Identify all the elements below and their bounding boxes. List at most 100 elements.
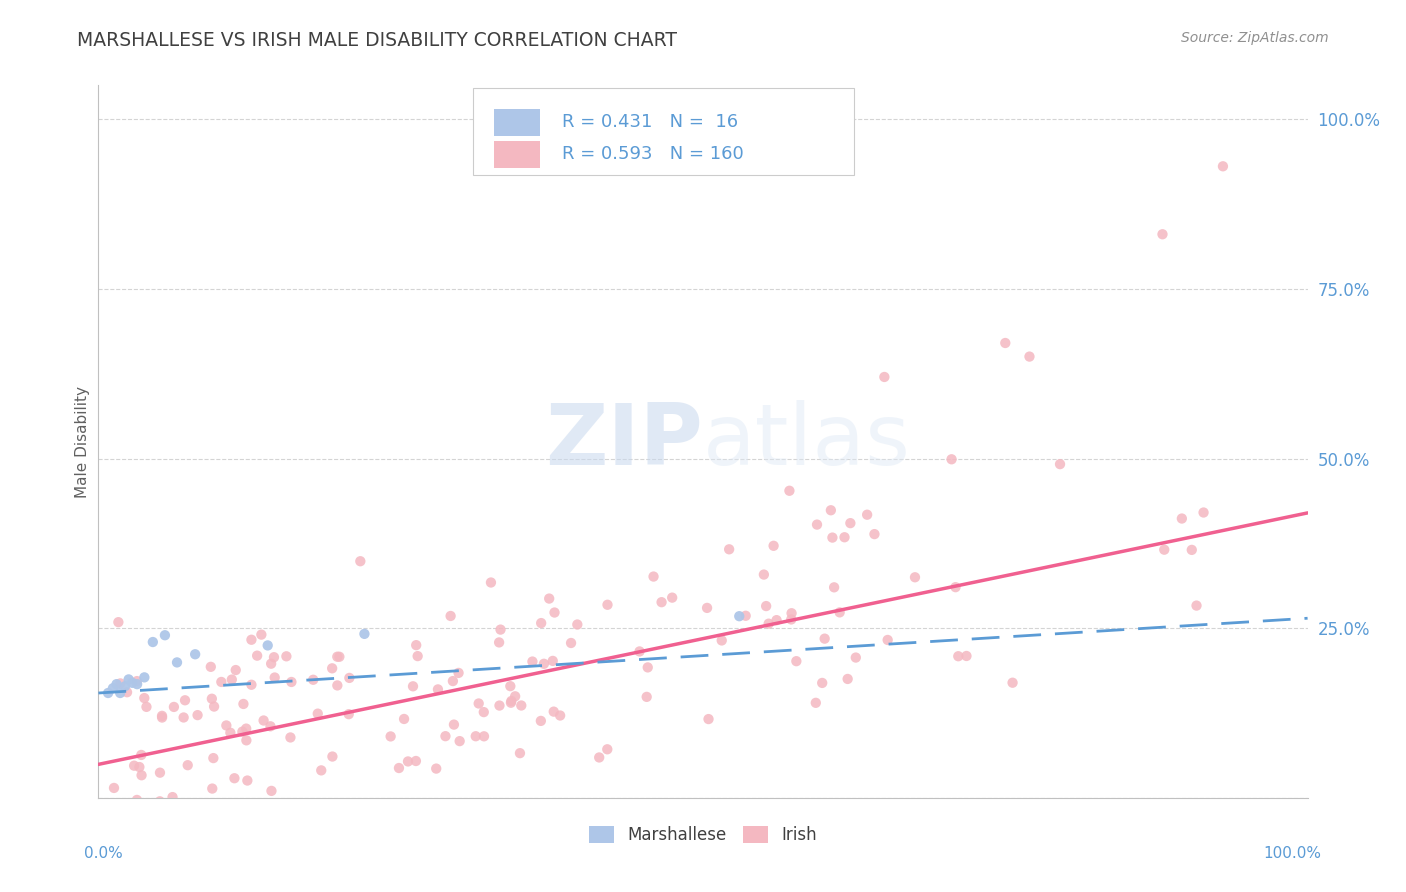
Point bbox=[162, 790, 184, 805]
Point bbox=[263, 671, 285, 685]
Point bbox=[588, 750, 610, 764]
Legend: Marshallese, Irish: Marshallese, Irish bbox=[582, 819, 824, 851]
Point bbox=[439, 609, 461, 624]
Text: R = 0.593   N = 160: R = 0.593 N = 160 bbox=[561, 145, 744, 163]
Point bbox=[280, 675, 302, 690]
Point bbox=[328, 649, 350, 664]
Point bbox=[696, 601, 718, 615]
Text: MARSHALLESE VS IRISH MALE DISABILITY CORRELATION CHART: MARSHALLESE VS IRISH MALE DISABILITY COR… bbox=[77, 31, 678, 50]
Point bbox=[472, 729, 495, 743]
Point bbox=[904, 570, 927, 584]
Point bbox=[441, 674, 464, 689]
Point bbox=[596, 598, 619, 612]
Point bbox=[530, 616, 553, 631]
Point bbox=[596, 742, 619, 756]
Point bbox=[150, 710, 173, 724]
Point bbox=[945, 580, 967, 594]
Point bbox=[184, 647, 207, 661]
Point bbox=[543, 705, 565, 719]
Point bbox=[479, 575, 502, 590]
Point bbox=[219, 725, 242, 739]
Point bbox=[941, 452, 963, 467]
Point bbox=[250, 627, 273, 641]
Point bbox=[259, 719, 281, 733]
Point bbox=[1212, 159, 1234, 173]
Point bbox=[209, 675, 232, 690]
Point bbox=[955, 648, 977, 663]
Point bbox=[522, 655, 544, 669]
Point bbox=[994, 336, 1017, 351]
Point bbox=[839, 516, 862, 530]
Point bbox=[153, 628, 176, 642]
Point bbox=[804, 696, 827, 710]
Point bbox=[118, 673, 141, 687]
Point bbox=[103, 780, 125, 795]
Point bbox=[876, 632, 898, 647]
Point bbox=[202, 699, 225, 714]
Point bbox=[823, 580, 845, 594]
Point bbox=[734, 608, 756, 623]
Point bbox=[628, 644, 651, 658]
Point bbox=[201, 781, 224, 796]
Point bbox=[309, 764, 332, 778]
Text: Source: ZipAtlas.com: Source: ZipAtlas.com bbox=[1181, 31, 1329, 45]
Point bbox=[353, 627, 375, 641]
Point bbox=[834, 530, 856, 544]
Point bbox=[321, 749, 343, 764]
Point bbox=[142, 635, 165, 649]
Point bbox=[405, 638, 427, 652]
Point bbox=[1185, 599, 1208, 613]
Point bbox=[837, 672, 859, 686]
Point bbox=[380, 730, 402, 744]
Point bbox=[447, 665, 470, 680]
Point bbox=[1181, 542, 1204, 557]
Point bbox=[246, 648, 269, 663]
Point bbox=[150, 709, 173, 723]
Point bbox=[221, 673, 243, 687]
Point bbox=[122, 758, 145, 772]
Point bbox=[252, 714, 274, 728]
Point bbox=[780, 606, 803, 620]
Point bbox=[443, 717, 465, 731]
Point bbox=[710, 633, 733, 648]
Point bbox=[232, 697, 254, 711]
Point bbox=[215, 718, 238, 732]
Point bbox=[510, 698, 533, 713]
Point bbox=[426, 682, 449, 697]
FancyBboxPatch shape bbox=[494, 141, 540, 168]
Point bbox=[472, 705, 495, 719]
Point bbox=[488, 698, 510, 713]
Point bbox=[821, 531, 844, 545]
Point bbox=[174, 693, 197, 707]
Point bbox=[225, 663, 247, 677]
Point bbox=[1049, 457, 1071, 471]
Point bbox=[135, 699, 157, 714]
Point bbox=[260, 784, 283, 798]
Point bbox=[231, 724, 253, 739]
Point bbox=[388, 761, 411, 775]
Point bbox=[177, 758, 200, 772]
Point bbox=[125, 674, 148, 689]
Point bbox=[108, 686, 131, 700]
Point bbox=[467, 697, 489, 711]
Point bbox=[643, 569, 665, 583]
Point bbox=[636, 690, 658, 704]
Point bbox=[200, 660, 222, 674]
Point bbox=[567, 617, 589, 632]
Point bbox=[464, 729, 486, 743]
Point bbox=[276, 649, 298, 664]
Point bbox=[863, 527, 886, 541]
Point bbox=[263, 650, 285, 665]
Point bbox=[201, 691, 224, 706]
Point bbox=[110, 676, 132, 690]
Point bbox=[489, 623, 512, 637]
Point bbox=[728, 609, 751, 624]
Point bbox=[405, 754, 427, 768]
Point bbox=[541, 654, 564, 668]
Text: atlas: atlas bbox=[703, 400, 911, 483]
Point bbox=[425, 762, 447, 776]
Point bbox=[260, 657, 283, 671]
Point bbox=[637, 660, 659, 674]
Point bbox=[778, 483, 800, 498]
Point bbox=[406, 649, 429, 664]
